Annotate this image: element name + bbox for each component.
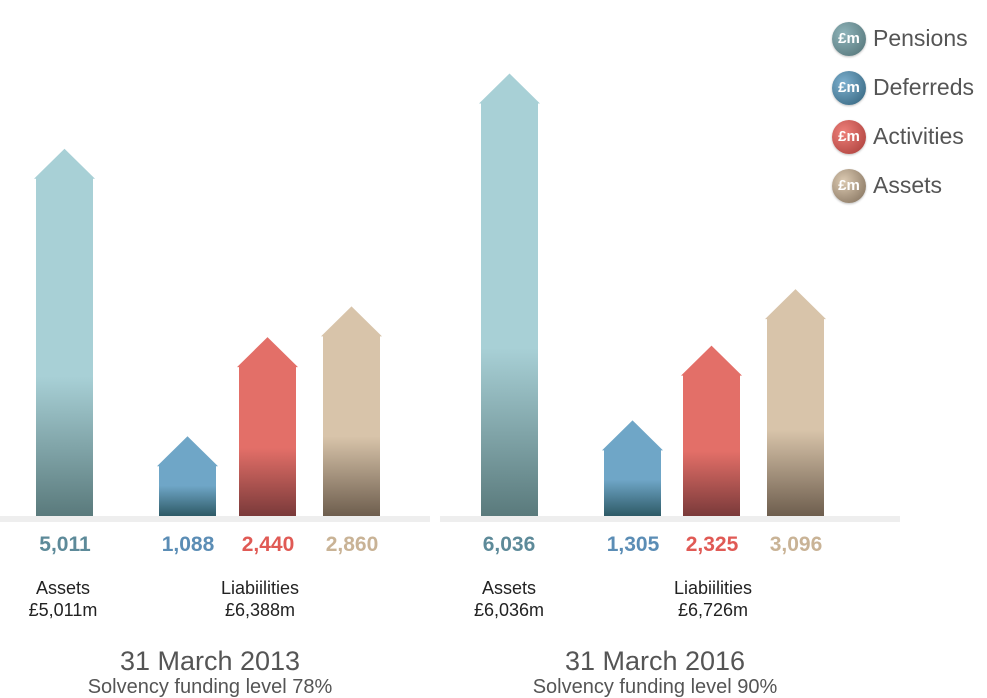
bar-pensions-2013: [321, 306, 382, 516]
bar-pensions-2016: [765, 289, 826, 516]
group-label-liabilities: Liabiilities £6,726m: [653, 577, 773, 621]
legend-item-pensions: £m Pensions: [832, 14, 974, 63]
group-label-assets: Assets £5,011m: [8, 577, 118, 621]
pound-million-icon: £m: [832, 21, 866, 56]
bar-value-pensions: 3,096: [769, 533, 823, 556]
panel-date: 31 March 2013: [119, 646, 301, 676]
legend-item-deferreds: £m Deferreds: [832, 63, 974, 112]
group-label-liabilities: Liabiilities £6,388m: [200, 577, 320, 621]
panel-date: 31 March 2016: [564, 646, 746, 676]
group-label-assets: Assets £6,036m: [454, 577, 564, 621]
bar-deferreds-2016: [602, 420, 663, 516]
pound-million-icon: £m: [832, 119, 866, 154]
pound-million-icon: £m: [832, 168, 866, 203]
panel-subtitle: Solvency funding level 78%: [87, 676, 333, 698]
legend-label: Assets: [873, 172, 943, 198]
panel-title-2013: 31 March 2013 Solvency funding level 78%: [20, 646, 400, 698]
baseline-shadow: [0, 516, 430, 522]
group-name: Assets: [481, 578, 537, 598]
panel-subtitle: Solvency funding level 90%: [532, 676, 778, 698]
group-name: Liabiilities: [673, 578, 753, 598]
bar-value-deferreds: 1,088: [161, 533, 215, 556]
group-total: £5,011m: [28, 600, 98, 620]
bar-value-pensions: 2,860: [325, 533, 379, 556]
legend: £m Pensions £m Deferreds £m Activities £…: [832, 14, 974, 210]
group-total: £6,036m: [473, 600, 545, 620]
bar-value-assets: 5,011: [39, 533, 91, 556]
bar-value-activities: 2,440: [241, 533, 295, 556]
legend-label: Pensions: [873, 25, 968, 51]
panel-title-2016: 31 March 2016 Solvency funding level 90%: [465, 646, 845, 698]
bar-value-deferreds: 1,305: [606, 533, 660, 556]
group-total: £6,726m: [677, 600, 749, 620]
bar-assets-2013: [34, 148, 95, 516]
bar-value-assets: 6,036: [482, 533, 536, 556]
bar-assets-2016: [479, 73, 540, 516]
group-total: £6,388m: [224, 600, 296, 620]
group-name: Assets: [35, 578, 91, 598]
legend-item-activities: £m Activities: [832, 112, 974, 161]
bar-activities-2013: [237, 337, 298, 516]
bar-value-activities: 2,325: [685, 533, 739, 556]
bar-deferreds-2013: [157, 436, 218, 516]
legend-item-assets: £m Assets: [832, 161, 974, 210]
bar-activities-2016: [681, 345, 742, 516]
legend-label: Activities: [873, 123, 964, 149]
legend-label: Deferreds: [873, 74, 974, 100]
baseline-shadow: [440, 516, 900, 522]
group-name: Liabiilities: [220, 578, 300, 598]
pound-million-icon: £m: [832, 70, 866, 105]
